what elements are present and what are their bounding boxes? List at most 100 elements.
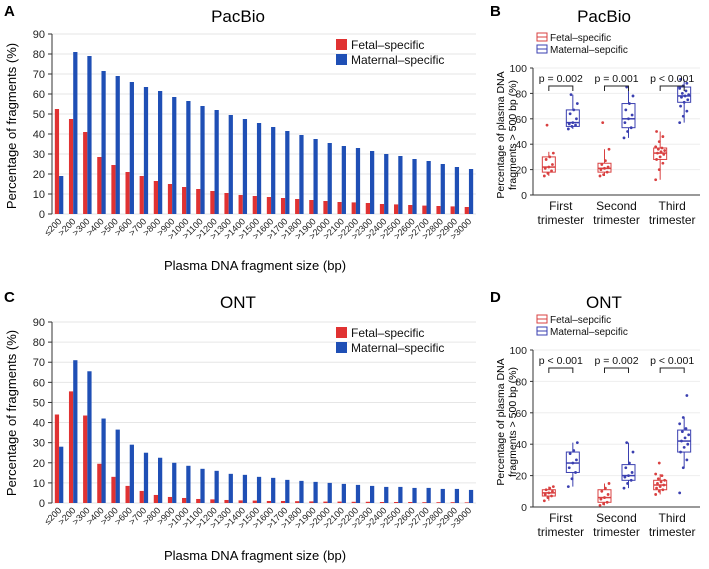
data-point	[658, 155, 662, 159]
y-tick-label: 20	[515, 165, 527, 177]
data-point	[566, 485, 570, 488]
bar-fetal	[111, 476, 116, 503]
panel-a: A PacBio Percentage of fragments (%) Pla…	[4, 3, 476, 273]
data-point	[679, 450, 682, 454]
bar-maternal	[200, 468, 205, 503]
box	[597, 489, 612, 503]
data-point	[624, 466, 628, 470]
data-point	[575, 102, 579, 105]
bar-maternal	[370, 485, 375, 503]
panel-d-title: ONT	[586, 293, 622, 312]
bar-maternal	[143, 87, 149, 214]
data-point	[682, 445, 686, 449]
data-point	[629, 478, 633, 482]
data-point	[574, 123, 577, 127]
bar-fetal	[422, 502, 427, 503]
y-tick-label: 70	[33, 69, 45, 81]
data-point	[607, 482, 611, 485]
bar-fetal	[379, 501, 385, 503]
data-point	[657, 140, 661, 144]
p-value-label: p < 0.001	[539, 355, 583, 367]
bar-maternal	[242, 119, 248, 214]
bar-fetal	[295, 199, 300, 214]
data-point	[659, 480, 663, 484]
data-point	[567, 466, 571, 470]
bar-fetal	[167, 496, 173, 503]
bar-fetal	[196, 189, 201, 214]
y-tick-label: 10	[33, 478, 45, 490]
bar-fetal	[238, 195, 243, 214]
data-point	[571, 121, 575, 125]
bar-maternal	[341, 146, 346, 214]
data-point	[631, 450, 635, 454]
data-point	[663, 149, 667, 152]
data-point	[602, 173, 605, 177]
legend-swatch	[336, 342, 347, 353]
panel-a-ylabel: Percentage of fragments (%)	[4, 43, 19, 209]
data-point	[656, 151, 659, 155]
bar-maternal	[214, 110, 219, 214]
data-point	[604, 159, 607, 163]
data-point	[599, 497, 603, 501]
data-point	[686, 98, 690, 102]
bar-fetal	[97, 157, 102, 214]
y-tick-label: 40	[33, 129, 45, 141]
data-point	[598, 174, 602, 178]
x-group-label: trimester	[593, 525, 640, 539]
data-point	[680, 95, 683, 99]
bar-maternal	[59, 446, 64, 503]
bar-fetal	[436, 206, 441, 214]
bar-maternal	[256, 123, 262, 214]
y-tick-label: 0	[521, 190, 527, 202]
bar-fetal	[125, 485, 130, 503]
data-point	[551, 489, 554, 493]
significance-bracket	[604, 85, 629, 91]
legend-label: Maternal–specific	[351, 341, 444, 355]
x-group-label: Third	[658, 199, 685, 213]
panel-c-xlabel: Plasma DNA fragment size (bp)	[164, 548, 346, 563]
data-point	[661, 488, 665, 492]
data-point	[679, 78, 682, 81]
y-tick-label: 20	[33, 458, 45, 470]
bar-maternal	[200, 106, 205, 214]
bar-fetal	[54, 109, 60, 214]
bar-maternal	[299, 135, 304, 214]
bar-maternal	[454, 488, 460, 503]
bar-fetal	[182, 497, 187, 503]
data-point	[687, 93, 691, 97]
data-point	[656, 477, 660, 481]
p-value-label: p < 0.001	[650, 355, 694, 367]
panel-a-xlabel: Plasma DNA fragment size (bp)	[164, 258, 346, 273]
y-tick-label: 40	[33, 418, 45, 430]
bar-fetal	[337, 501, 342, 503]
data-point	[568, 112, 572, 116]
data-point	[660, 474, 664, 477]
bar-maternal	[454, 167, 460, 214]
data-point	[662, 152, 666, 156]
bar-fetal	[210, 191, 215, 214]
data-point	[546, 496, 550, 499]
bar-maternal	[228, 115, 233, 214]
bar-fetal	[464, 502, 469, 503]
bar-maternal	[384, 486, 389, 503]
bar-maternal	[271, 477, 276, 503]
data-point	[680, 92, 684, 95]
data-point	[654, 472, 658, 476]
bar-fetal	[83, 415, 88, 503]
y-tick-label: 80	[33, 49, 45, 61]
bar-maternal	[398, 486, 403, 503]
bar-maternal	[115, 429, 120, 503]
data-point	[606, 493, 610, 496]
panel-d-ylabel-line2: fragments > 500 bp (%)	[507, 367, 519, 477]
significance-bracket	[604, 367, 629, 373]
bar-maternal	[87, 56, 92, 214]
y-tick-label: 60	[515, 114, 527, 126]
x-group-label: Second	[596, 199, 637, 213]
bar-maternal	[384, 154, 389, 214]
bar-fetal	[394, 204, 399, 214]
data-point	[568, 452, 572, 456]
bar-fetal	[422, 205, 427, 214]
bar-maternal	[172, 462, 177, 503]
bar-maternal	[101, 418, 106, 503]
